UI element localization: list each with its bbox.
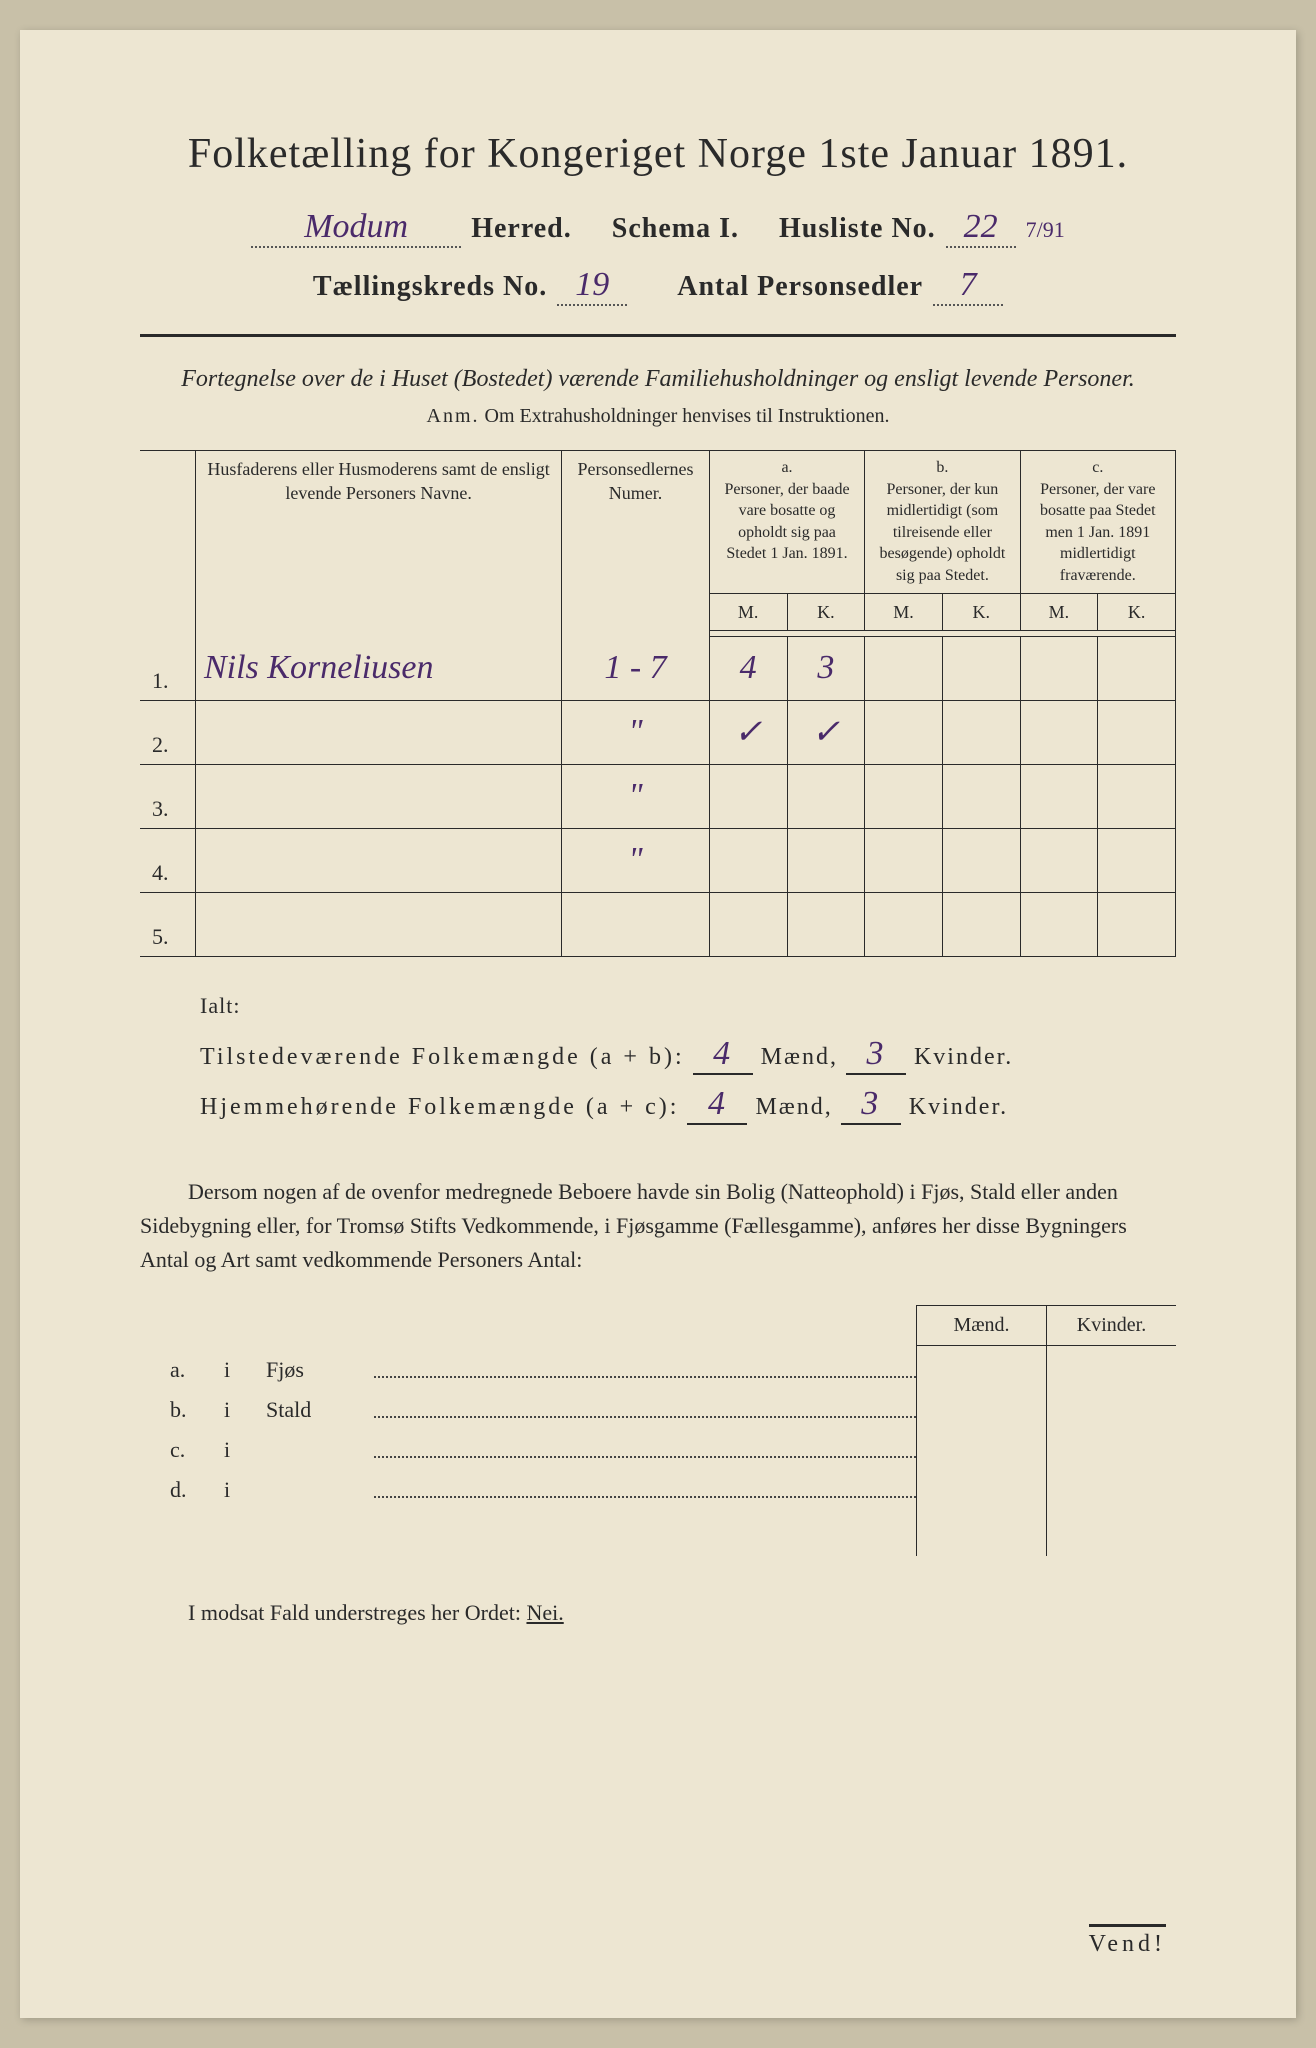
kreds-no: 19 — [557, 266, 627, 306]
sub-kvinder-cell — [1047, 1346, 1176, 1556]
sub-i: i — [224, 1397, 238, 1423]
anm-line: Anm. Om Extrahusholdninger henvises til … — [140, 405, 1176, 428]
header-line-2: Tællingskreds No. 19 Antal Personsedler … — [140, 266, 1176, 306]
table-row: 2."✓✓ — [140, 700, 1176, 764]
row-name: Nils Korneliusen — [204, 649, 434, 686]
row-a-m: ✓ — [734, 714, 763, 751]
col-c-header: c. Personer, der vare bosatte paa Stedet… — [1020, 451, 1175, 594]
subtitle: Fortegnelse over de i Huset (Bostedet) v… — [140, 361, 1176, 397]
sub-key: a. — [170, 1357, 196, 1383]
table-row: 3." — [140, 764, 1176, 828]
present-maend: 4 — [693, 1035, 753, 1075]
sub-dots — [374, 1397, 916, 1418]
sub-type — [266, 1477, 346, 1503]
col-ps-header: Personsedlernes Numer. — [562, 451, 710, 637]
household-table: Husfaderens eller Husmoderens samt de en… — [140, 450, 1176, 957]
col-c-m: M. — [1020, 593, 1098, 630]
schema-label: Schema I. — [612, 213, 739, 245]
nei-word: Nei. — [526, 1600, 563, 1625]
totals-block: Ialt: Tilstedeværende Folkemængde (a + b… — [200, 993, 1176, 1125]
sub-i: i — [224, 1357, 238, 1383]
row-a-m: 4 — [740, 649, 757, 686]
col-b-k: K. — [942, 593, 1020, 630]
table-row: 5. — [140, 892, 1176, 956]
sub-type: Fjøs — [266, 1357, 346, 1383]
kreds-label: Tællingskreds No. — [313, 271, 547, 303]
table-row: 4." — [140, 828, 1176, 892]
present-kvinder: 3 — [846, 1035, 906, 1075]
sub-key: b. — [170, 1397, 196, 1423]
row-ps: " — [628, 841, 642, 878]
totals-resident: Hjemmehørende Folkemængde (a + c): 4 Mæn… — [200, 1085, 1176, 1125]
sub-maend-cell — [917, 1346, 1047, 1556]
antal-label: Antal Personsedler — [677, 271, 923, 303]
sub-dots — [374, 1437, 916, 1458]
divider-rule — [140, 334, 1176, 337]
antal-value: 7 — [933, 266, 1003, 306]
resident-maend: 4 — [687, 1085, 747, 1125]
totals-present: Tilstedeværende Folkemængde (a + b): 4 M… — [200, 1035, 1176, 1075]
ialt-label: Ialt: — [200, 993, 1176, 1019]
row-ps: " — [628, 713, 642, 750]
anm-label: Anm. — [427, 405, 480, 427]
sub-row: a. i Fjøs — [140, 1347, 916, 1387]
sub-row: b. i Stald — [140, 1387, 916, 1427]
row-ps: " — [628, 777, 642, 814]
sub-dots — [374, 1477, 916, 1498]
sub-i: i — [224, 1437, 238, 1463]
row-a-k: 3 — [817, 649, 834, 686]
table-row: 1.Nils Korneliusen1 - 743 — [140, 636, 1176, 700]
header-line-1: Modum Herred. Schema I. Husliste No. 22 … — [140, 208, 1176, 248]
nei-line: I modsat Fald understreges her Ordet: Ne… — [140, 1600, 1176, 1626]
sidebuilding-table: a. i Fjøs b. i Stald c. i d. i Mænd. Kvinder. — [140, 1305, 1176, 1556]
sub-type — [266, 1437, 346, 1463]
anm-text: Om Extrahusholdninger henvises til Instr… — [485, 405, 890, 427]
sub-maend-header: Mænd. — [917, 1306, 1047, 1345]
col-a-m: M. — [709, 593, 787, 630]
col-c-k: K. — [1098, 593, 1176, 630]
sub-row: c. i — [140, 1427, 916, 1467]
husliste-no: 22 — [946, 208, 1016, 248]
sub-key: d. — [170, 1477, 196, 1503]
col-a-k: K. — [787, 593, 865, 630]
col-name-header: Husfaderens eller Husmoderens samt de en… — [195, 451, 561, 637]
resident-kvinder: 3 — [841, 1085, 901, 1125]
sub-key: c. — [170, 1437, 196, 1463]
col-b-m: M. — [865, 593, 943, 630]
col-b-header: b. Personer, der kun midlertidigt (som t… — [865, 451, 1020, 594]
page-title: Folketælling for Kongeriget Norge 1ste J… — [140, 130, 1176, 178]
vend-label: Vend! — [1089, 1924, 1166, 1958]
row-ps: 1 - 7 — [604, 649, 666, 686]
paragraph-sidebuildings: Dersom nogen af de ovenfor medregnede Be… — [140, 1175, 1176, 1277]
col-a-header: a. Personer, der baade vare bosatte og o… — [709, 451, 864, 594]
sub-type: Stald — [266, 1397, 346, 1423]
census-form-page: Folketælling for Kongeriget Norge 1ste J… — [20, 30, 1296, 2018]
sub-kvinder-header: Kvinder. — [1047, 1306, 1176, 1345]
sub-row: d. i — [140, 1467, 916, 1507]
sub-dots — [374, 1357, 916, 1378]
sub-i: i — [224, 1477, 238, 1503]
husliste-label: Husliste No. — [779, 213, 936, 245]
row-a-k: ✓ — [812, 714, 841, 751]
herred-label: Herred. — [471, 213, 572, 245]
husliste-note: 7/91 — [1026, 217, 1065, 243]
herred-value: Modum — [251, 208, 461, 248]
